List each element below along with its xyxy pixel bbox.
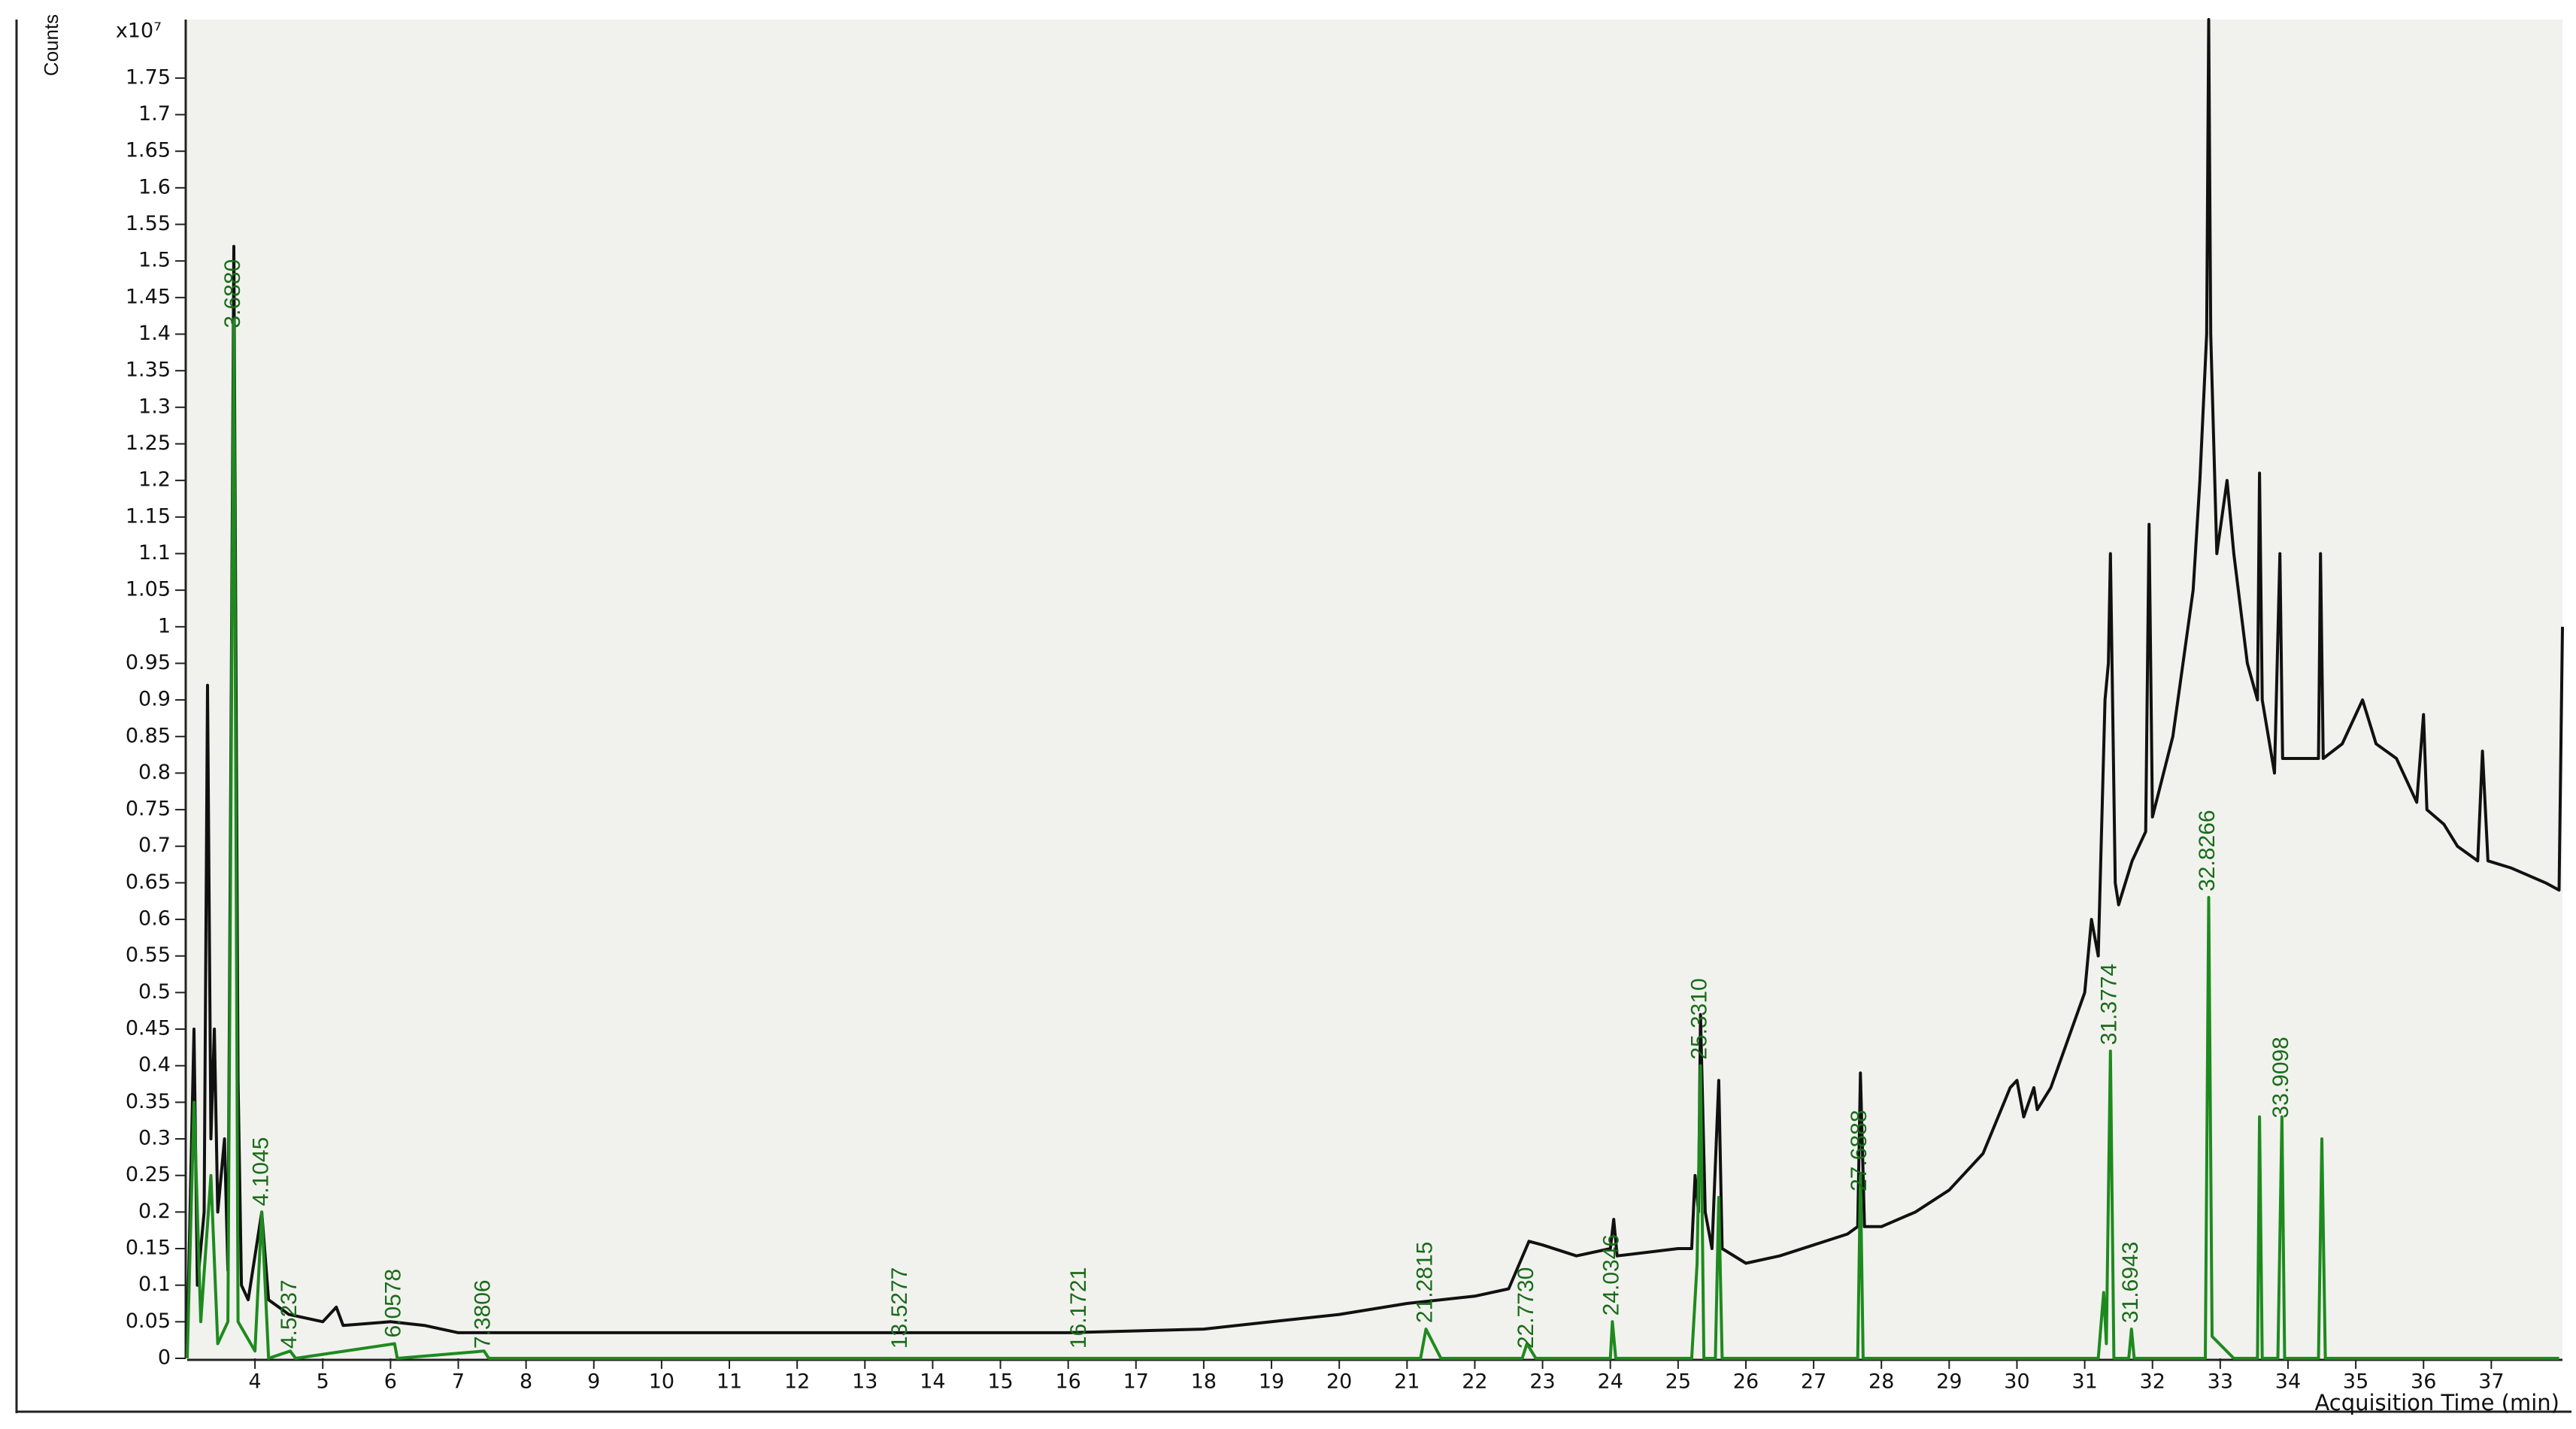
y-tick-label: 0.1	[138, 1273, 171, 1296]
y-tick-label: 0.95	[126, 651, 171, 674]
peak-label: 6.0578	[381, 1269, 406, 1338]
y-tick-label: 0	[158, 1346, 171, 1370]
x-tick-label: 6	[384, 1370, 397, 1394]
x-tick-label: 26	[1733, 1370, 1759, 1394]
peak-label: 32.8266	[2195, 810, 2220, 891]
x-tick-label: 35	[2343, 1370, 2368, 1394]
y-tick-label: 0.25	[126, 1163, 171, 1186]
y-tick-label: 0.4	[138, 1053, 171, 1076]
x-tick-label: 12	[784, 1370, 810, 1394]
y-tick-label: 0.45	[126, 1017, 171, 1040]
peak-label: 22.7730	[1514, 1267, 1538, 1349]
peak-label: 31.6943	[2118, 1242, 2143, 1323]
peak-label: 4.1045	[248, 1137, 273, 1206]
x-tick-label: 22	[1462, 1370, 1487, 1394]
x-tick-label: 19	[1259, 1370, 1284, 1394]
x-tick-label: 8	[520, 1370, 532, 1394]
x-tick-label: 20	[1326, 1370, 1352, 1394]
y-tick-label: 1.05	[126, 578, 171, 601]
y-tick-label: 1.7	[138, 102, 171, 126]
x-tick-label: 4	[249, 1370, 262, 1394]
x-tick-label: 33	[2208, 1370, 2233, 1394]
y-tick-label: 0.5	[138, 980, 171, 1004]
peak-label: 24.0346	[1599, 1234, 1624, 1315]
y-tick-label: 1.4	[138, 322, 171, 345]
y-tick-label: 1.65	[126, 139, 171, 162]
y-tick-label: 0.85	[126, 724, 171, 747]
x-tick-label: 14	[920, 1370, 945, 1394]
x-tick-label: 24	[1598, 1370, 1623, 1394]
peak-label: 7.3806	[471, 1279, 496, 1349]
x-tick-label: 11	[717, 1370, 742, 1394]
y-tick-label: 1.3	[138, 395, 171, 418]
x-tick-label: 28	[1868, 1370, 1894, 1394]
x-tick-label: 23	[1529, 1370, 1555, 1394]
peak-label: 33.9098	[2268, 1037, 2293, 1118]
peak-label: 27.6888	[1847, 1110, 1871, 1191]
trace-line	[186, 318, 2559, 1360]
y-tick-label: 1.2	[138, 468, 171, 492]
peak-label: 3.6880	[220, 259, 245, 328]
x-tick-label: 32	[2140, 1370, 2165, 1394]
y-tick-label: 1.1	[138, 541, 171, 565]
y-tick-label: 1.15	[126, 504, 171, 528]
x-tick-label: 17	[1123, 1370, 1149, 1394]
y-tick-label: 1	[158, 614, 171, 637]
y-tick-label: 1.75	[126, 65, 171, 89]
x-tick-label: 31	[2071, 1370, 2097, 1394]
y-tick-label: 0.15	[126, 1237, 171, 1260]
y-tick-label: 0.05	[126, 1309, 171, 1333]
y-tick-label: 1.6	[138, 175, 171, 198]
trace-line	[186, 18, 2564, 1344]
y-tick-label: 0.75	[126, 798, 171, 821]
y-tick-label: 0.35	[126, 1090, 171, 1113]
x-tick-label: 30	[2004, 1370, 2029, 1394]
peak-label: 25.3310	[1687, 978, 1712, 1059]
x-tick-label: 10	[649, 1370, 674, 1394]
y-tick-label: 0.7	[138, 834, 171, 857]
peak-label: 4.5237	[277, 1279, 302, 1349]
x-tick-label: 25	[1665, 1370, 1691, 1394]
y-tick-label: 1.55	[126, 212, 171, 235]
x-tick-label: 29	[1936, 1370, 1962, 1394]
x-tick-label: 18	[1191, 1370, 1217, 1394]
y-tick-label: 1.45	[126, 285, 171, 308]
peak-label: 16.1721	[1066, 1267, 1091, 1349]
x-tick-label: 21	[1394, 1370, 1420, 1394]
x-tick-label: 16	[1055, 1370, 1080, 1394]
x-tick-label: 15	[987, 1370, 1013, 1394]
y-tick-label: 0.8	[138, 761, 171, 784]
x-tick-label: 9	[587, 1370, 600, 1394]
y-tick-label: 0.65	[126, 870, 171, 894]
y-multiplier: x10⁷	[116, 20, 162, 43]
peak-label: 21.2815	[1413, 1242, 1438, 1323]
y-tick-label: 1.35	[126, 359, 171, 382]
x-tick-label: 5	[317, 1370, 329, 1394]
peak-label: 13.5277	[887, 1267, 912, 1349]
y-tick-label: 0.6	[138, 907, 171, 931]
plot-area	[187, 20, 2562, 1358]
y-axis-label: Counts	[40, 14, 62, 76]
x-tick-label: 27	[1801, 1370, 1826, 1394]
y-tick-label: 0.2	[138, 1200, 171, 1223]
x-tick-label: 7	[452, 1370, 465, 1394]
x-axis-label: Acquisition Time (min)	[2314, 1390, 2559, 1415]
y-tick-label: 1.25	[126, 431, 171, 455]
x-tick-label: 36	[2411, 1370, 2436, 1394]
y-tick-label: 1.5	[138, 249, 171, 272]
peak-label: 31.3774	[2097, 964, 2122, 1045]
x-tick-label: 34	[2275, 1370, 2301, 1394]
y-tick-label: 0.9	[138, 688, 171, 711]
x-tick-label: 37	[2478, 1370, 2504, 1394]
y-tick-label: 0.55	[126, 943, 171, 967]
x-tick-label: 13	[852, 1370, 877, 1394]
y-tick-label: 0.3	[138, 1127, 171, 1150]
